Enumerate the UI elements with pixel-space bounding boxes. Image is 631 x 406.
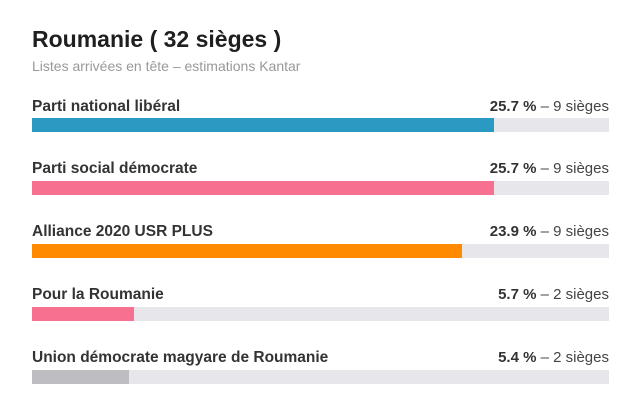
bar-row: Pour la Roumanie 5.7 % – 2 sièges [32,268,609,331]
bar-list: Parti national libéral 25.7 % – 9 sièges… [32,82,609,394]
bar-fill [32,118,494,132]
party-label: Union démocrate magyare de Roumanie [32,349,329,366]
bar-fill [32,370,130,384]
result-label: 25.7 % – 9 sièges [489,98,609,115]
seats-label: 2 sièges [553,286,609,303]
percent-label: 25.7 % [489,160,537,177]
bar-track [32,307,609,321]
chart-subtitle: Listes arrivées en tête – estimations Ka… [32,58,301,74]
percent-label: 23.9 % [489,223,537,240]
chart-title: Roumanie ( 32 sièges ) [32,26,282,52]
percent-label: 5.7 % [498,286,537,303]
bar-fill [32,181,494,195]
party-label: Alliance 2020 USR PLUS [32,223,213,240]
party-label: Pour la Roumanie [32,286,164,303]
seats-label: 9 sièges [553,98,609,115]
seats-label: 9 sièges [553,223,609,240]
bar-row: Parti national libéral 25.7 % – 9 sièges [32,82,609,142]
result-label: 23.9 % – 9 sièges [489,223,609,240]
bar-fill [32,244,462,258]
party-label: Parti social démocrate [32,160,198,177]
percent-label: 25.7 % [489,98,537,115]
result-label: 25.7 % – 9 sièges [489,160,609,177]
bar-track [32,181,609,195]
bar-fill [32,307,135,321]
bar-track [32,118,609,132]
result-label: 5.7 % – 2 sièges [498,286,609,303]
result-label: 5.4 % – 2 sièges [498,349,609,366]
bar-row: Alliance 2020 USR PLUS 23.9 % – 9 sièges [32,205,609,268]
seats-label: 9 sièges [553,160,609,177]
bar-track [32,244,609,258]
bar-track [32,370,609,384]
percent-label: 5.4 % [498,349,537,366]
seats-label: 2 sièges [553,349,609,366]
bar-row: Union démocrate magyare de Roumanie 5.4 … [32,331,609,394]
bar-row: Parti social démocrate 25.7 % – 9 sièges [32,142,609,205]
party-label: Parti national libéral [32,98,181,115]
